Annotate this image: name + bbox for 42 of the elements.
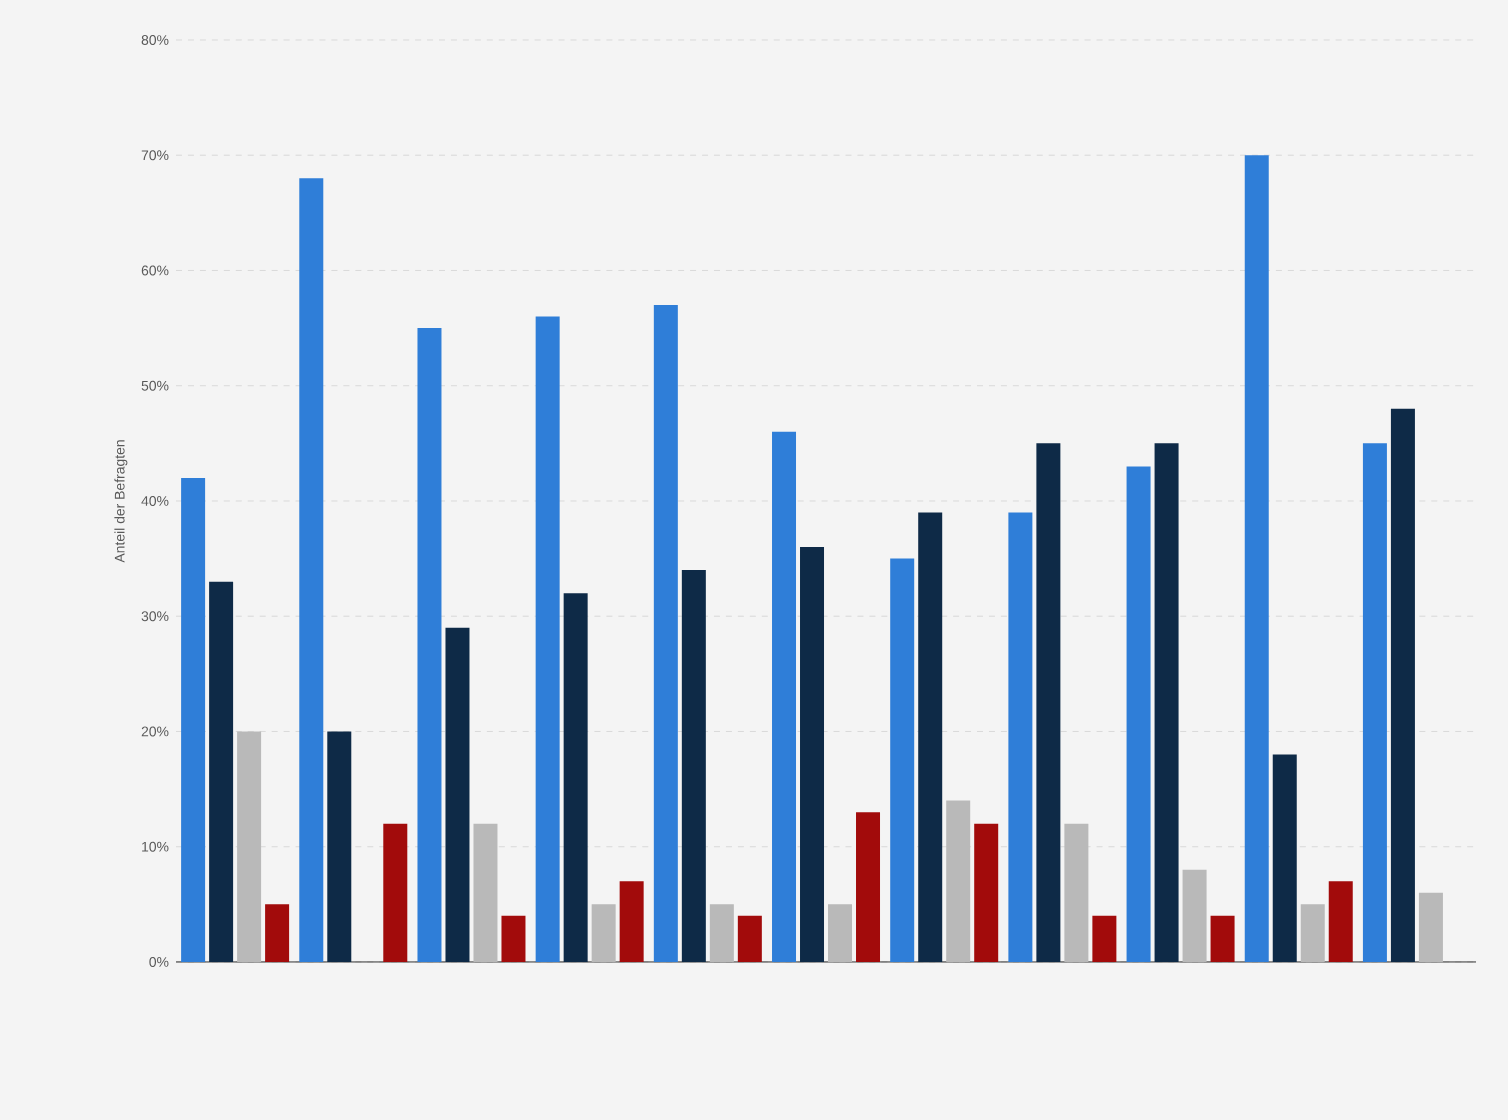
bar [1362, 443, 1387, 962]
bar [237, 731, 262, 962]
bar [918, 512, 943, 962]
bar [1126, 466, 1151, 962]
bar [1210, 915, 1235, 962]
bar [1300, 904, 1325, 962]
bar [1418, 892, 1443, 962]
bar [653, 305, 678, 962]
bar [445, 627, 470, 962]
bar [1182, 869, 1207, 962]
bar [800, 547, 825, 962]
bar [1092, 915, 1117, 962]
bar [946, 800, 971, 962]
bar [856, 812, 881, 962]
bar [209, 581, 234, 962]
bar [681, 570, 706, 962]
bar [265, 904, 290, 962]
bar [1008, 512, 1033, 962]
bar [563, 593, 588, 962]
bar [181, 477, 206, 962]
bar [737, 915, 762, 962]
bar [327, 731, 352, 962]
bar [417, 328, 442, 962]
bar [1328, 881, 1353, 962]
bar [535, 316, 560, 962]
bar [1272, 754, 1297, 962]
bar [473, 823, 498, 962]
bar [1154, 443, 1179, 962]
bar [299, 178, 324, 962]
bar [591, 904, 616, 962]
bar [619, 881, 644, 962]
bar [383, 823, 408, 962]
bar [1036, 443, 1061, 962]
bar [890, 558, 915, 962]
bar [709, 904, 734, 962]
bar [501, 915, 526, 962]
bar [828, 904, 853, 962]
bar [1064, 823, 1089, 962]
bar [1390, 408, 1415, 962]
bar [772, 431, 797, 962]
bar [1244, 155, 1269, 962]
bar [974, 823, 999, 962]
